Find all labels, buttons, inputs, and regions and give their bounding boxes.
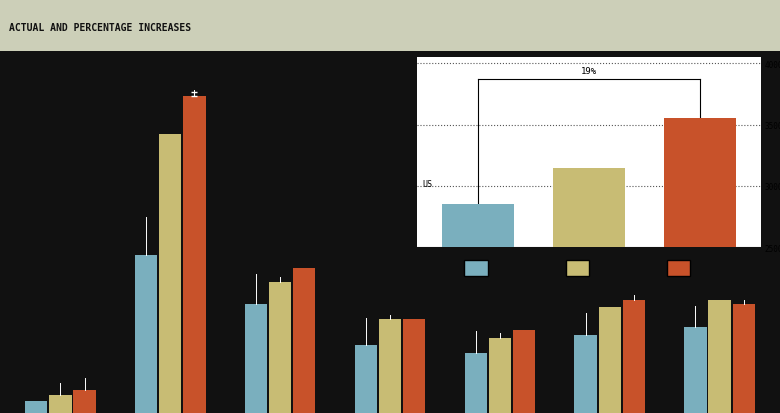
Bar bbox=[708, 300, 731, 413]
Bar bbox=[159, 135, 182, 413]
Bar bbox=[598, 308, 621, 413]
Bar bbox=[293, 268, 315, 413]
Bar bbox=[245, 305, 267, 413]
Bar bbox=[183, 97, 206, 413]
Bar bbox=[553, 168, 625, 413]
Bar bbox=[684, 327, 707, 413]
Text: 19%: 19% bbox=[581, 67, 597, 76]
Bar bbox=[574, 335, 597, 413]
Bar bbox=[25, 401, 48, 413]
Bar bbox=[135, 255, 158, 413]
Bar bbox=[664, 119, 736, 413]
Text: ACTUAL AND PERCENTAGE INCREASES: ACTUAL AND PERCENTAGE INCREASES bbox=[9, 24, 191, 33]
Bar bbox=[489, 338, 511, 413]
Bar bbox=[379, 320, 401, 413]
Bar bbox=[732, 305, 755, 413]
Bar bbox=[73, 390, 96, 413]
Bar bbox=[355, 345, 377, 413]
Bar bbox=[49, 395, 72, 413]
Bar bbox=[403, 320, 425, 413]
Bar bbox=[269, 282, 291, 413]
Bar bbox=[513, 330, 535, 413]
Bar bbox=[465, 353, 487, 413]
Text: US: US bbox=[423, 180, 433, 189]
Bar bbox=[622, 300, 645, 413]
Bar bbox=[442, 205, 514, 413]
